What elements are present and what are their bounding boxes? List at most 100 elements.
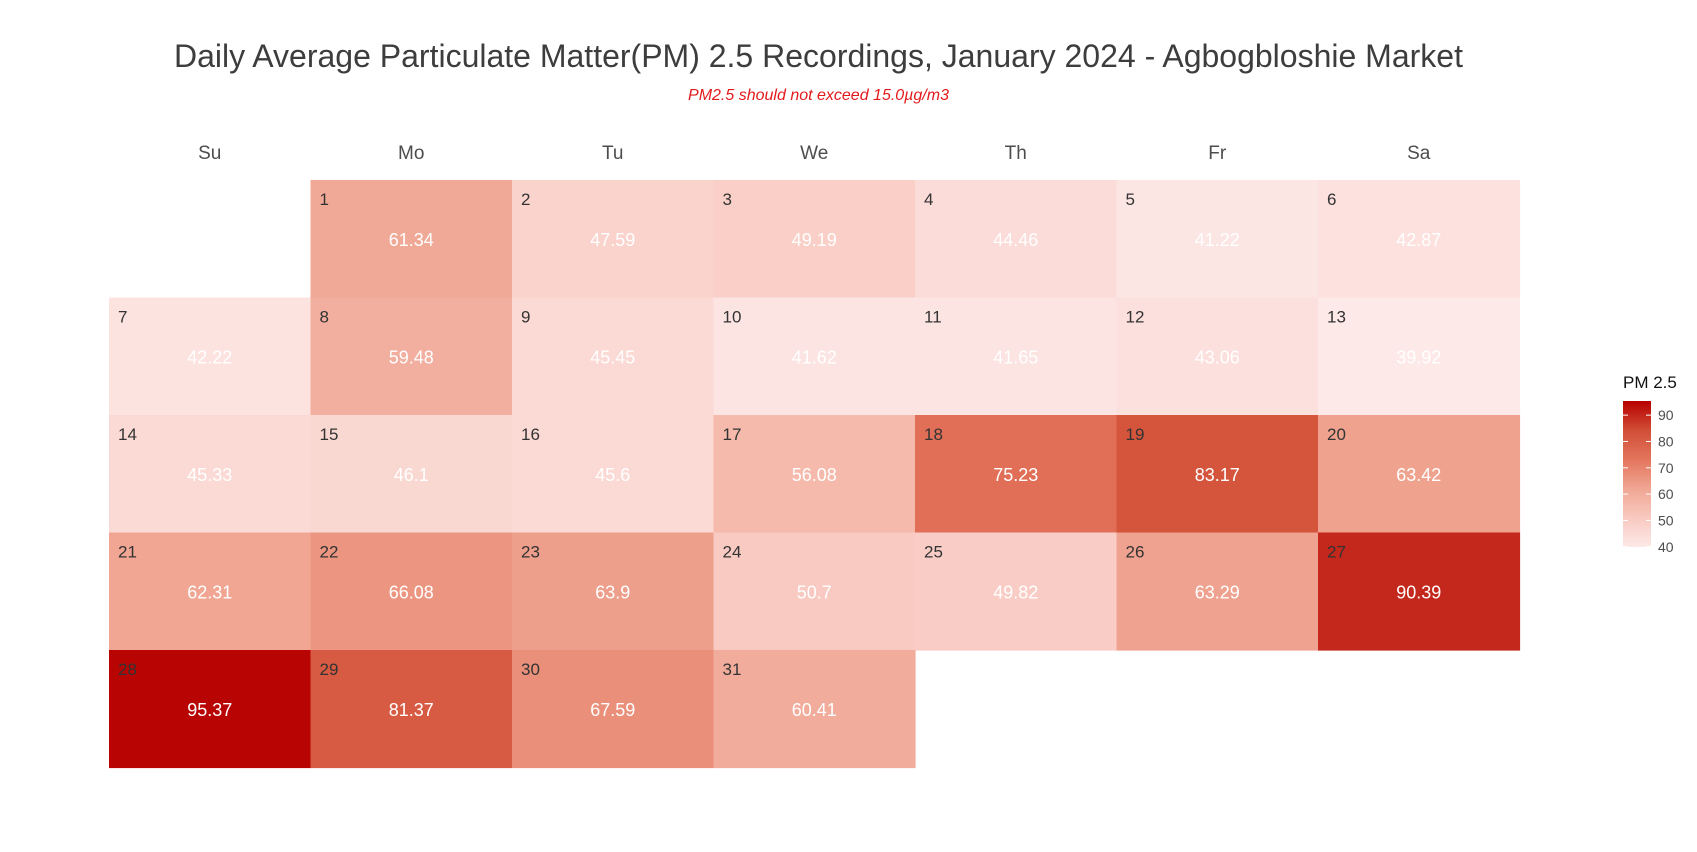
day-number: 24 bbox=[723, 543, 742, 562]
day-value: 45.33 bbox=[187, 465, 232, 485]
day-number: 23 bbox=[521, 543, 540, 562]
day-cell bbox=[512, 180, 715, 299]
day-cell bbox=[713, 532, 916, 651]
day-number: 8 bbox=[320, 308, 329, 327]
day-value: 63.29 bbox=[1195, 583, 1240, 603]
legend-tick-label: 50 bbox=[1658, 512, 1674, 528]
day-cell bbox=[512, 415, 715, 534]
legend-title: PM 2.5 bbox=[1623, 373, 1677, 392]
day-cell bbox=[1318, 297, 1521, 416]
day-cell bbox=[109, 650, 312, 769]
day-value: 63.9 bbox=[595, 583, 630, 603]
day-cell bbox=[1318, 532, 1521, 651]
day-number: 11 bbox=[924, 308, 942, 327]
day-cell bbox=[1116, 532, 1319, 651]
day-value: 75.23 bbox=[993, 465, 1038, 485]
day-cell bbox=[915, 180, 1118, 299]
day-cell bbox=[713, 297, 916, 416]
day-value: 67.59 bbox=[590, 700, 635, 720]
day-number: 14 bbox=[118, 425, 137, 444]
day-cell bbox=[310, 532, 513, 651]
day-number: 26 bbox=[1126, 543, 1145, 562]
day-number: 10 bbox=[723, 308, 742, 327]
weekday-label: Mo bbox=[398, 143, 424, 164]
day-number: 3 bbox=[723, 190, 732, 209]
day-value: 41.22 bbox=[1195, 230, 1240, 250]
weekday-label: We bbox=[800, 143, 828, 164]
day-value: 50.7 bbox=[797, 583, 832, 603]
legend-tick-label: 70 bbox=[1658, 460, 1674, 476]
day-number: 16 bbox=[521, 425, 540, 444]
day-cell bbox=[310, 180, 513, 299]
day-number: 5 bbox=[1126, 190, 1135, 209]
legend-tick-label: 90 bbox=[1658, 407, 1674, 423]
day-cell bbox=[713, 415, 916, 534]
day-value: 47.59 bbox=[590, 230, 635, 250]
day-number: 25 bbox=[924, 543, 943, 562]
day-cell bbox=[1318, 415, 1521, 534]
day-value: 39.92 bbox=[1396, 348, 1441, 368]
day-value: 43.06 bbox=[1195, 348, 1240, 368]
day-number: 19 bbox=[1126, 425, 1145, 444]
day-cell bbox=[109, 297, 312, 416]
legend-colorbar bbox=[1623, 401, 1651, 547]
day-value: 95.37 bbox=[187, 700, 232, 720]
day-number: 30 bbox=[521, 660, 540, 679]
day-cell bbox=[512, 297, 715, 416]
weekday-label: Tu bbox=[602, 143, 623, 164]
weekday-label: Th bbox=[1005, 143, 1027, 164]
day-number: 28 bbox=[118, 660, 137, 679]
day-number: 15 bbox=[320, 425, 339, 444]
day-cell bbox=[109, 415, 312, 534]
weekday-label: Su bbox=[198, 143, 221, 164]
day-value: 90.39 bbox=[1396, 583, 1441, 603]
day-number: 4 bbox=[924, 190, 933, 209]
day-number: 1 bbox=[320, 190, 329, 209]
day-cell bbox=[109, 532, 312, 651]
day-cell bbox=[1116, 180, 1319, 299]
day-value: 81.37 bbox=[389, 700, 434, 720]
day-cell bbox=[310, 650, 513, 769]
day-number: 18 bbox=[924, 425, 943, 444]
day-number: 29 bbox=[320, 660, 339, 679]
day-cell bbox=[310, 297, 513, 416]
day-value: 42.87 bbox=[1396, 230, 1441, 250]
day-value: 59.48 bbox=[389, 348, 434, 368]
day-value: 66.08 bbox=[389, 583, 434, 603]
day-number: 27 bbox=[1327, 543, 1346, 562]
legend-tick-label: 60 bbox=[1658, 486, 1674, 502]
day-number: 2 bbox=[521, 190, 530, 209]
day-value: 49.19 bbox=[792, 230, 837, 250]
day-value: 44.46 bbox=[993, 230, 1038, 250]
day-value: 62.31 bbox=[187, 583, 232, 603]
day-cell bbox=[915, 415, 1118, 534]
day-cell bbox=[915, 532, 1118, 651]
day-number: 6 bbox=[1327, 190, 1336, 209]
day-cell bbox=[713, 180, 916, 299]
day-value: 45.45 bbox=[590, 348, 635, 368]
day-number: 22 bbox=[320, 543, 339, 562]
day-number: 12 bbox=[1126, 308, 1145, 327]
day-value: 42.22 bbox=[187, 348, 232, 368]
day-value: 61.34 bbox=[389, 230, 434, 250]
chart-subtitle: PM2.5 should not exceed 15.0µg/m3 bbox=[688, 87, 949, 104]
day-value: 49.82 bbox=[993, 583, 1038, 603]
day-cell bbox=[1116, 415, 1319, 534]
day-number: 17 bbox=[723, 425, 742, 444]
day-number: 7 bbox=[118, 308, 127, 327]
day-number: 20 bbox=[1327, 425, 1346, 444]
day-value: 41.62 bbox=[792, 348, 837, 368]
day-value: 46.1 bbox=[394, 465, 429, 485]
weekday-label: Sa bbox=[1407, 143, 1431, 164]
legend-tick-label: 40 bbox=[1658, 539, 1674, 555]
day-value: 63.42 bbox=[1396, 465, 1441, 485]
day-value: 60.41 bbox=[792, 700, 837, 720]
day-cell bbox=[1318, 180, 1521, 299]
day-cell bbox=[512, 650, 715, 769]
day-number: 13 bbox=[1327, 308, 1346, 327]
day-number: 9 bbox=[521, 308, 530, 327]
day-cell bbox=[512, 532, 715, 651]
chart-title: Daily Average Particulate Matter(PM) 2.5… bbox=[174, 38, 1463, 74]
